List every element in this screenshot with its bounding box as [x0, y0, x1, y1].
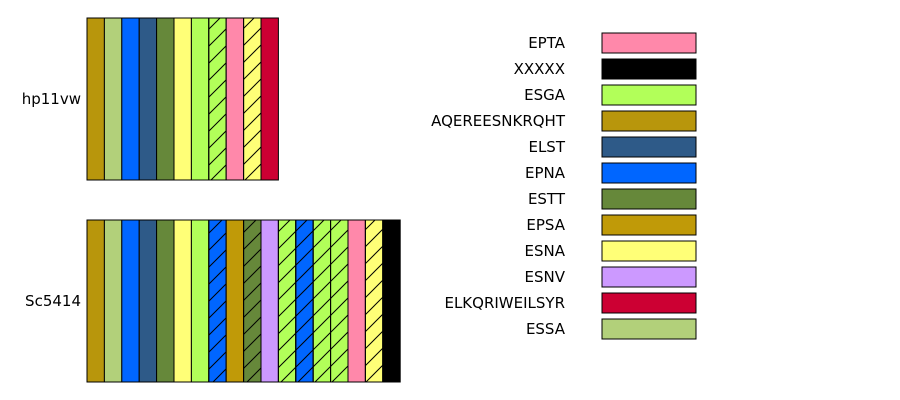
legend-label: ELST — [528, 138, 565, 156]
motif-segment — [347, 219, 366, 383]
legend-label: EPNA — [525, 164, 566, 182]
motif-segment — [121, 219, 140, 383]
legend-swatch — [601, 32, 697, 54]
legend-label: EPSA — [526, 216, 565, 234]
motif-segment-hatch — [208, 219, 227, 383]
motif-segment — [190, 17, 210, 181]
legend-label: ESNA — [525, 242, 566, 260]
legend-swatch — [601, 84, 697, 106]
legend-entry: ESGA — [524, 84, 697, 106]
legend-swatch — [601, 58, 697, 80]
legend-label: ESTT — [528, 190, 566, 208]
motif-segment — [86, 17, 105, 181]
motif-segment-hatch — [364, 219, 384, 383]
legend-swatch — [601, 188, 697, 210]
legend-swatch — [601, 110, 697, 132]
track-label: hp11vw — [22, 90, 81, 108]
legend-swatch — [601, 240, 697, 262]
legend-swatch — [601, 162, 697, 184]
track-label: Sc5414 — [25, 292, 81, 310]
motif-segment-hatch — [277, 219, 297, 383]
motif-segment-hatch — [330, 219, 349, 383]
motif-segment-hatch — [312, 219, 332, 383]
legend-entry: ESTT — [528, 188, 697, 210]
legend-swatch — [601, 318, 697, 340]
legend-label: XXXXX — [514, 60, 565, 78]
legend-entry: ESNA — [525, 240, 697, 262]
legend-swatch — [601, 292, 697, 314]
motif-segment — [103, 17, 123, 181]
motif-segment — [103, 219, 123, 383]
legend: EPTA XXXXX ESGA AQEREESNKRQHT ELST EPNA ESTT EP… — [431, 32, 697, 340]
track-1: hp11vw — [22, 17, 279, 181]
legend-label: AQEREESNKRQHT — [431, 112, 566, 130]
legend-label: ESSA — [526, 320, 566, 338]
legend-label: EPTA — [528, 34, 566, 52]
motif-segment — [121, 17, 140, 181]
motif-segment-hatch — [243, 17, 262, 181]
motif-segment — [190, 219, 210, 383]
motif-segment — [173, 17, 192, 181]
motif-segment — [382, 219, 401, 383]
legend-entry: ESSA — [526, 318, 697, 340]
legend-entry: EPTA — [528, 32, 697, 54]
motif-segment — [156, 219, 175, 383]
motif-segment-hatch — [243, 219, 262, 383]
motif-segment — [260, 17, 279, 181]
motif-segment — [225, 219, 245, 383]
motif-segment — [156, 17, 175, 181]
motif-segment — [225, 17, 245, 181]
legend-entry: EPNA — [525, 162, 697, 184]
legend-label: ESNV — [525, 268, 566, 286]
motif-segment-hatch — [208, 17, 227, 181]
legend-swatch — [601, 214, 697, 236]
legend-entry: AQEREESNKRQHT — [431, 110, 697, 132]
legend-entry: ELKQRIWEILSYR — [444, 292, 697, 314]
legend-entry: EPSA — [526, 214, 697, 236]
motif-segment-hatch — [295, 219, 314, 383]
legend-label: ELKQRIWEILSYR — [444, 294, 565, 312]
motif-segment — [138, 219, 158, 383]
legend-entry: ESNV — [525, 266, 697, 288]
tracks: hp11vw Sc5414 — [22, 17, 401, 383]
motif-segment — [173, 219, 192, 383]
legend-label: ESGA — [524, 86, 566, 104]
motif-segment — [138, 17, 158, 181]
legend-entry: XXXXX — [514, 58, 697, 80]
motif-segment — [86, 219, 105, 383]
legend-entry: ELST — [528, 136, 697, 158]
motif-segment — [260, 219, 279, 383]
legend-swatch — [601, 136, 697, 158]
legend-swatch — [601, 266, 697, 288]
track-2: Sc5414 — [25, 219, 401, 383]
